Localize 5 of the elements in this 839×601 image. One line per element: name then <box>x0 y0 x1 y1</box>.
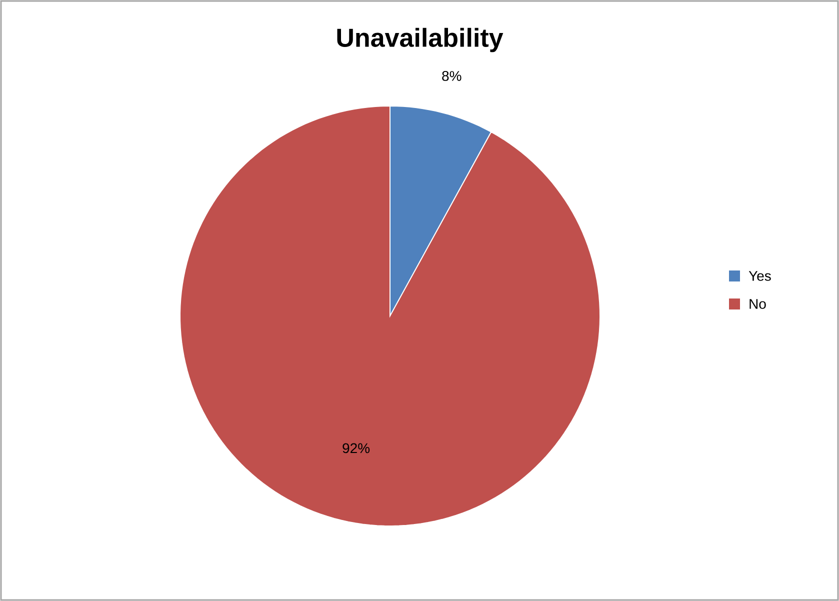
legend-label: Yes <box>748 271 771 281</box>
data-label: 8% <box>442 71 462 81</box>
legend-label: No <box>750 299 766 309</box>
data-label: 92% <box>342 443 370 454</box>
chart-title: Unavailability <box>337 28 504 52</box>
